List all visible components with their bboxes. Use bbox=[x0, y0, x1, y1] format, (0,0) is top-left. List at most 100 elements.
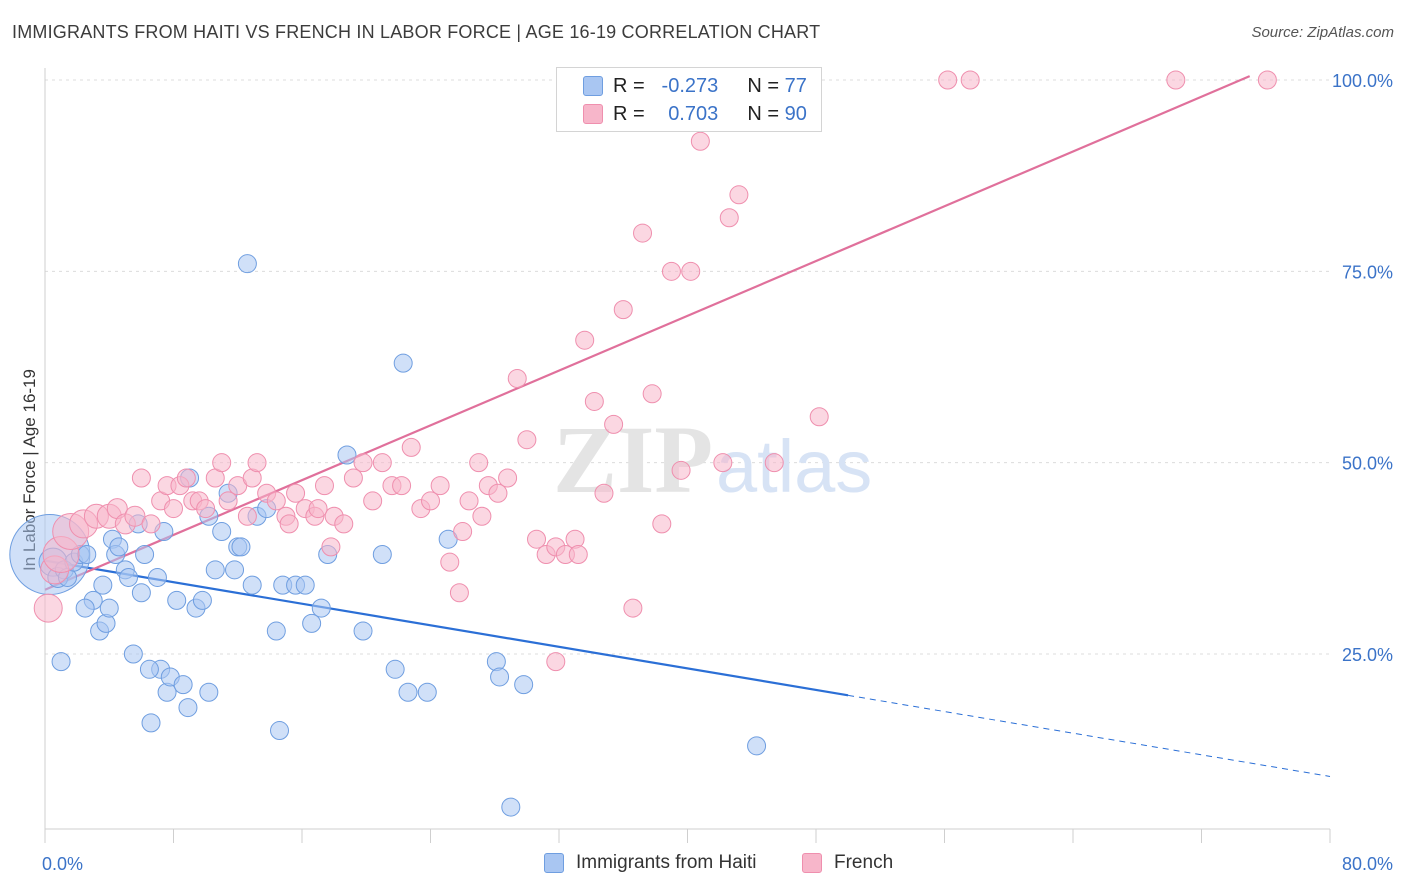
haiti-point bbox=[135, 545, 155, 565]
source-label: Source: ZipAtlas.com bbox=[1251, 24, 1394, 41]
legend-item-haiti[interactable]: Immigrants from Haiti bbox=[544, 852, 757, 874]
data-points bbox=[9, 70, 1277, 817]
haiti-point bbox=[270, 721, 290, 741]
haiti-point bbox=[311, 598, 331, 618]
french-point bbox=[363, 491, 383, 511]
n-value: 90 bbox=[784, 102, 807, 125]
haiti-point bbox=[266, 621, 286, 641]
n-label: N = bbox=[747, 102, 780, 125]
french-point bbox=[321, 537, 341, 557]
haiti-point bbox=[231, 537, 251, 557]
trend-lines bbox=[44, 75, 1331, 777]
french-point bbox=[440, 552, 460, 572]
french-point bbox=[421, 491, 440, 511]
haiti-trend-extension bbox=[848, 694, 1331, 777]
r-label: R = bbox=[613, 102, 645, 125]
x-tick-label: 0.0% bbox=[42, 854, 83, 874]
french-trend-line bbox=[44, 75, 1251, 591]
french-point bbox=[642, 384, 662, 404]
haiti-point bbox=[192, 590, 212, 610]
french-point bbox=[392, 476, 412, 496]
r-value: 0.703 bbox=[668, 102, 719, 125]
french-point bbox=[633, 223, 653, 243]
haiti-point bbox=[123, 644, 143, 664]
haiti-point bbox=[212, 522, 232, 542]
haiti-point bbox=[178, 698, 198, 718]
french-point bbox=[960, 70, 980, 90]
french-point bbox=[196, 499, 216, 519]
french-swatch bbox=[583, 104, 603, 124]
haiti-point bbox=[486, 652, 506, 672]
french-point bbox=[938, 70, 958, 90]
french-point bbox=[372, 453, 392, 473]
haiti-point bbox=[242, 575, 262, 595]
haiti-point bbox=[167, 590, 187, 610]
haiti-point bbox=[372, 545, 392, 565]
haiti-point bbox=[490, 667, 510, 687]
french-point bbox=[449, 583, 469, 603]
haiti-point bbox=[514, 675, 534, 695]
haiti-point bbox=[199, 682, 219, 702]
haiti-point bbox=[295, 575, 315, 595]
french-point bbox=[164, 499, 183, 519]
haiti-point bbox=[93, 575, 113, 595]
french-point bbox=[575, 330, 595, 350]
haiti-point bbox=[157, 682, 177, 702]
haiti-trend-line bbox=[44, 559, 849, 697]
french-point bbox=[453, 522, 473, 542]
french-point bbox=[594, 483, 614, 503]
stats-text-french: R = 0.703 N = 90 bbox=[613, 103, 807, 126]
french-point bbox=[212, 453, 232, 473]
french-point bbox=[286, 483, 306, 503]
haiti-point bbox=[353, 621, 373, 641]
legend-label-french: French bbox=[834, 852, 894, 873]
french-point bbox=[527, 529, 547, 549]
french-point bbox=[681, 261, 701, 281]
stats-legend: R = -0.273 N = 77 R = 0.703 N = 90 bbox=[556, 67, 822, 132]
chart-title: IMMIGRANTS FROM HAITI VS FRENCH IN LABOR… bbox=[12, 22, 821, 42]
x-tick-label: 80.0% bbox=[1342, 854, 1393, 874]
french-point bbox=[401, 437, 421, 457]
french-point bbox=[141, 514, 161, 534]
watermark: ZIP atlas bbox=[553, 406, 872, 513]
french-point bbox=[517, 430, 537, 450]
haiti-point bbox=[96, 613, 116, 633]
legend-label-haiti: Immigrants from Haiti bbox=[576, 852, 757, 873]
french-point bbox=[713, 453, 733, 473]
tick-labels: 25.0% 50.0% 75.0% 100.0% 0.0% 80.0% bbox=[42, 71, 1393, 874]
haiti-point bbox=[131, 583, 151, 603]
haiti-point bbox=[398, 682, 418, 702]
french-point bbox=[623, 598, 643, 618]
french-point bbox=[604, 414, 624, 434]
french-point bbox=[661, 261, 681, 281]
haiti-point bbox=[147, 567, 167, 587]
haiti-legend-swatch bbox=[544, 853, 564, 873]
stats-text-haiti: R = -0.273 N = 77 bbox=[613, 75, 807, 98]
french-point bbox=[507, 368, 527, 388]
french-point bbox=[279, 514, 299, 534]
french-point bbox=[652, 514, 672, 534]
french-point bbox=[176, 468, 196, 488]
r-label: R = bbox=[613, 74, 645, 97]
french-point bbox=[671, 460, 691, 480]
legend-item-french[interactable]: French bbox=[802, 852, 893, 874]
haiti-point bbox=[75, 598, 95, 618]
haiti-point bbox=[237, 254, 257, 274]
french-point bbox=[124, 505, 146, 527]
french-point bbox=[353, 453, 373, 473]
haiti-point bbox=[109, 537, 129, 557]
french-point bbox=[568, 545, 588, 565]
french-point bbox=[1257, 70, 1277, 90]
french-point bbox=[729, 185, 749, 205]
y-tick-label: 25.0% bbox=[1342, 645, 1393, 665]
haiti-point bbox=[139, 659, 159, 679]
french-point bbox=[809, 407, 829, 427]
french-point bbox=[764, 453, 784, 473]
haiti-point bbox=[99, 598, 119, 618]
haiti-point bbox=[417, 682, 437, 702]
haiti-point bbox=[225, 560, 245, 580]
haiti-swatch bbox=[583, 76, 603, 96]
french-point bbox=[266, 491, 286, 511]
r-value: -0.273 bbox=[661, 74, 719, 97]
